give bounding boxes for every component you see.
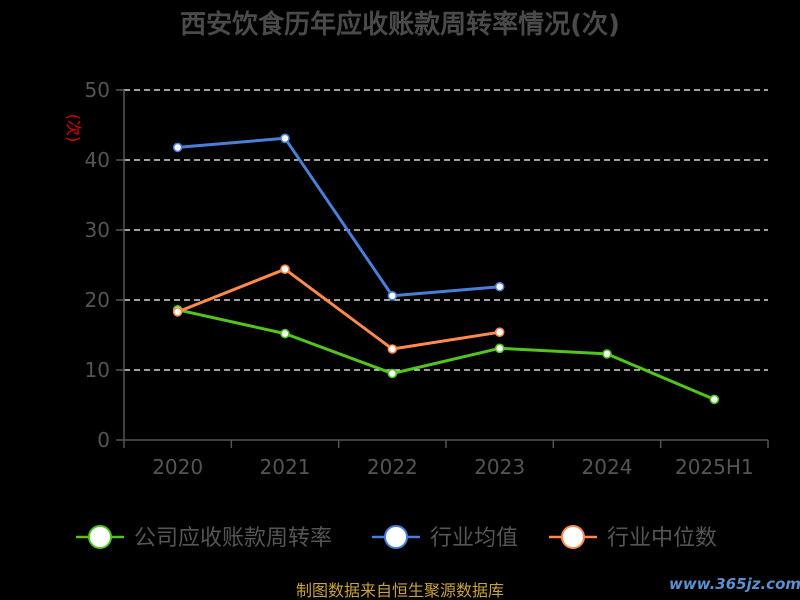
x-tick-label: 2022	[367, 455, 418, 479]
legend-label: 行业均值	[430, 526, 518, 551]
y-tick-label: 50	[85, 78, 110, 102]
series-2	[172, 264, 505, 354]
series-line	[177, 267, 500, 351]
y-tick-label: 10	[85, 358, 110, 382]
y-tick-label: 0	[97, 428, 110, 452]
legend-item: 行业均值	[372, 525, 518, 551]
legend-label: 行业中位数	[607, 526, 717, 551]
chart-title: 西安饮食历年应收账款周转率情况(次)	[180, 9, 620, 40]
source-note: 制图数据来自恒生聚源数据库	[296, 581, 504, 600]
series-lines	[172, 133, 720, 405]
data-point	[387, 290, 398, 301]
legend: 公司应收账款周转率 行业均值 行业中位数	[76, 525, 717, 551]
legend-item: 行业中位数	[549, 525, 717, 551]
legend-swatch-marker	[561, 525, 585, 549]
data-point	[494, 343, 505, 354]
data-point	[280, 133, 290, 144]
series-1	[172, 133, 505, 301]
y-tick-label: 40	[85, 148, 110, 172]
data-point	[172, 307, 183, 317]
data-point	[172, 142, 183, 153]
x-tick-label: 2025H1	[675, 455, 754, 479]
y-tick-label: 20	[85, 288, 110, 312]
data-point	[280, 328, 290, 339]
x-tick-label: 2023	[474, 455, 525, 479]
legend-swatch-marker	[88, 525, 112, 549]
series-line	[177, 136, 500, 298]
legend-swatch-marker	[384, 525, 408, 549]
series-0	[172, 304, 720, 405]
legend-label: 公司应收账款周转率	[134, 526, 332, 551]
axes: 0 10 20 30 40 50 2020 2021 2022 2023 2024 2025H1	[85, 78, 769, 479]
x-tick-label: 2024	[582, 455, 633, 479]
gridlines	[124, 89, 768, 371]
x-tick-label: 2021	[260, 455, 311, 479]
y-axis-label: (次)	[64, 114, 83, 143]
data-point	[602, 349, 612, 359]
y-tick-label: 30	[85, 218, 110, 242]
data-point	[280, 264, 290, 275]
watermark: www.365jz.com	[669, 575, 800, 593]
data-point	[494, 281, 505, 292]
data-point	[709, 394, 720, 405]
data-point	[494, 327, 505, 338]
data-point	[387, 344, 398, 354]
data-point	[387, 368, 398, 379]
x-tick-label: 2020	[152, 455, 203, 479]
legend-item: 公司应收账款周转率	[76, 525, 332, 551]
series-line	[177, 308, 715, 401]
